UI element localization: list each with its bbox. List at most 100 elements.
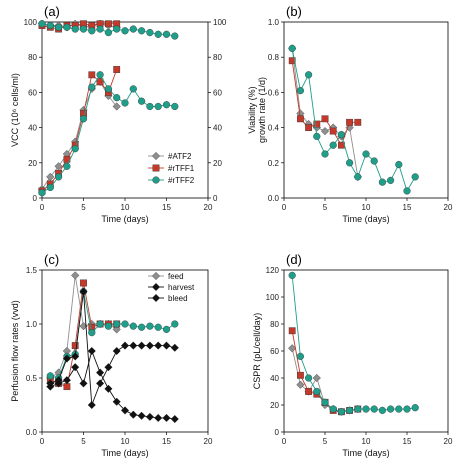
legend-label: #rTFF2: [168, 176, 195, 185]
series-line: [41, 23, 117, 28]
data-point: [137, 411, 146, 420]
y-tick-label: 80: [270, 320, 279, 329]
panel-label: (d): [286, 252, 302, 267]
x-tick-label: 10: [362, 437, 371, 446]
series-line: [41, 81, 118, 190]
series-rTFF2: [288, 271, 419, 416]
y-right-tick-label: 0: [213, 194, 218, 203]
data-point: [170, 414, 179, 424]
data-point: [46, 382, 55, 391]
data-point: [121, 27, 129, 35]
series-line-5: [38, 20, 179, 40]
data-point: [38, 20, 46, 28]
y-axis-label: CSPR (pL/cell/day): [252, 313, 262, 390]
y-tick-label: 60: [28, 88, 37, 97]
legend-marker: [151, 282, 161, 292]
data-point: [320, 127, 330, 136]
legend-marker: [152, 176, 160, 184]
data-point: [321, 150, 329, 158]
data-point: [104, 384, 113, 393]
data-point: [297, 115, 304, 123]
data-point: [112, 346, 121, 356]
y-tick-label: 0.5: [26, 374, 38, 383]
data-point: [79, 379, 88, 388]
data-point: [346, 406, 354, 415]
x-tick-label: 15: [162, 437, 171, 446]
x-tick-label: 5: [323, 437, 328, 446]
data-point: [411, 173, 419, 181]
y-tick-label: 100: [266, 293, 280, 302]
plot-frame: [283, 21, 449, 199]
x-tick-label: 0: [40, 203, 45, 212]
data-point: [71, 271, 80, 280]
series-line: [41, 69, 118, 192]
data-point: [403, 405, 411, 413]
data-point: [146, 322, 154, 330]
legend-marker: [152, 164, 160, 172]
x-tick-label: 5: [323, 203, 328, 212]
legend-label: #rTFF1: [168, 164, 195, 173]
y-right-tick-label: 80: [213, 53, 222, 62]
panel-label: (c): [44, 252, 59, 267]
panel-label: (b): [286, 4, 302, 19]
x-tick-label: 20: [204, 203, 213, 212]
data-point: [87, 400, 96, 410]
data-point: [154, 341, 163, 350]
data-point: [54, 379, 63, 388]
data-point: [296, 87, 305, 95]
y-tick-label: 1.0: [268, 18, 280, 27]
y-tick-label: 40: [28, 124, 37, 133]
data-point: [88, 83, 96, 91]
x-tick-label: 15: [403, 203, 412, 212]
data-point: [104, 28, 113, 37]
data-point: [296, 380, 305, 389]
data-point: [113, 320, 121, 328]
data-point: [104, 363, 113, 372]
data-point: [80, 279, 87, 287]
y-tick-label: 120: [266, 266, 280, 275]
data-point: [121, 99, 129, 107]
y-tick-label: 20: [28, 159, 37, 168]
data-point: [345, 123, 354, 132]
data-point: [62, 354, 71, 363]
data-point: [145, 341, 154, 350]
x-tick-label: 15: [162, 203, 171, 212]
y-right-tick-label: 40: [213, 124, 222, 133]
legend-marker: [151, 151, 161, 161]
legend: #ATF2 #rTFF1 #rTFF2: [148, 151, 195, 185]
data-point: [162, 341, 171, 350]
y-tick-label: 100: [24, 18, 38, 27]
data-point: [288, 327, 296, 335]
y-tick-label: 80: [28, 53, 37, 62]
x-tick-label: 20: [444, 203, 453, 212]
y-tick-label: 0.6: [268, 88, 280, 97]
data-point: [346, 159, 354, 167]
x-tick-label: 0: [282, 437, 287, 446]
legend-label: #ATF2: [168, 152, 192, 161]
data-point: [96, 25, 104, 33]
series-rTFF2: [288, 44, 419, 195]
data-point: [104, 322, 113, 330]
data-point: [71, 352, 80, 361]
data-point: [113, 25, 121, 33]
data-point: [71, 342, 79, 349]
data-point: [71, 145, 79, 153]
x-tick-label: 10: [121, 437, 130, 446]
data-point: [63, 383, 71, 391]
data-point: [329, 405, 337, 413]
series-line: [50, 291, 175, 406]
data-point: [154, 413, 163, 423]
data-point: [121, 320, 129, 328]
data-point: [46, 372, 54, 380]
data-point: [104, 85, 113, 93]
data-point: [79, 25, 88, 33]
data-point: [162, 101, 171, 109]
y-right-tick-label: 20: [213, 159, 222, 168]
x-tick-label: 10: [362, 203, 371, 212]
y-tick-label: 0.2: [268, 159, 280, 168]
data-point: [46, 21, 54, 30]
data-point: [146, 28, 154, 37]
data-point: [162, 413, 171, 423]
data-point: [63, 162, 71, 170]
data-point: [129, 85, 137, 93]
